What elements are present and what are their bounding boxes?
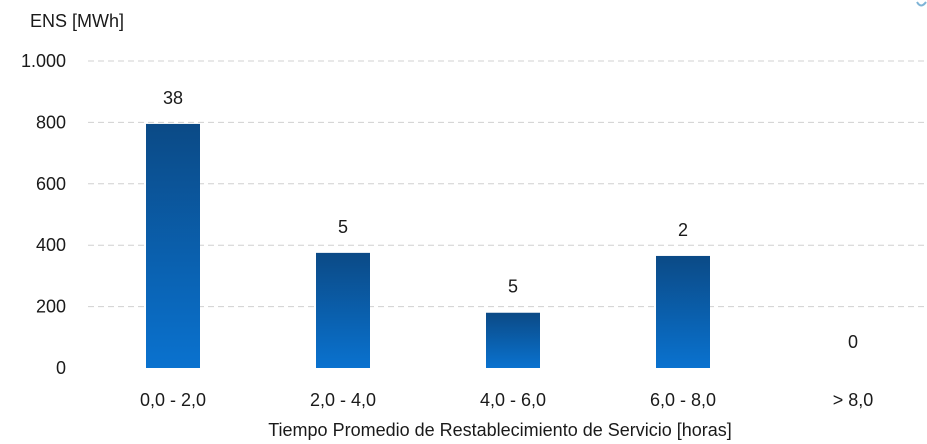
gridlines — [88, 60, 927, 308]
data-label: 5 — [338, 217, 348, 237]
decorative-mark — [916, 1, 927, 7]
bar — [486, 312, 540, 368]
x-axis-title: Tiempo Promedio de Restablecimiento de S… — [268, 420, 732, 440]
x-tick-label: > 8,0 — [833, 390, 874, 410]
x-tick-label: 6,0 - 8,0 — [650, 390, 716, 410]
data-label: 2 — [678, 220, 688, 240]
y-axis-ticks: 0 200 400 600 800 1.000 — [21, 51, 66, 378]
x-axis-ticks: 0,0 - 2,0 2,0 - 4,0 4,0 - 6,0 6,0 - 8,0 > 8,… — [140, 390, 873, 410]
y-tick-label: 800 — [36, 112, 66, 132]
y-tick-label: 400 — [36, 235, 66, 255]
bar — [146, 123, 200, 368]
bar — [656, 255, 710, 368]
data-label: 0 — [848, 332, 858, 352]
x-tick-label: 2,0 - 4,0 — [310, 390, 376, 410]
y-tick-label: 1.000 — [21, 51, 66, 71]
y-tick-label: 600 — [36, 174, 66, 194]
y-tick-label: 200 — [36, 297, 66, 317]
x-tick-label: 4,0 - 6,0 — [480, 390, 546, 410]
bars — [146, 123, 710, 368]
bar — [316, 252, 370, 368]
y-tick-label: 0 — [56, 358, 66, 378]
data-labels: 38 5 5 2 0 — [163, 88, 858, 352]
data-label: 38 — [163, 88, 183, 108]
x-tick-label: 0,0 - 2,0 — [140, 390, 206, 410]
y-axis-title: ENS [MWh] — [30, 11, 124, 31]
data-label: 5 — [508, 277, 518, 297]
